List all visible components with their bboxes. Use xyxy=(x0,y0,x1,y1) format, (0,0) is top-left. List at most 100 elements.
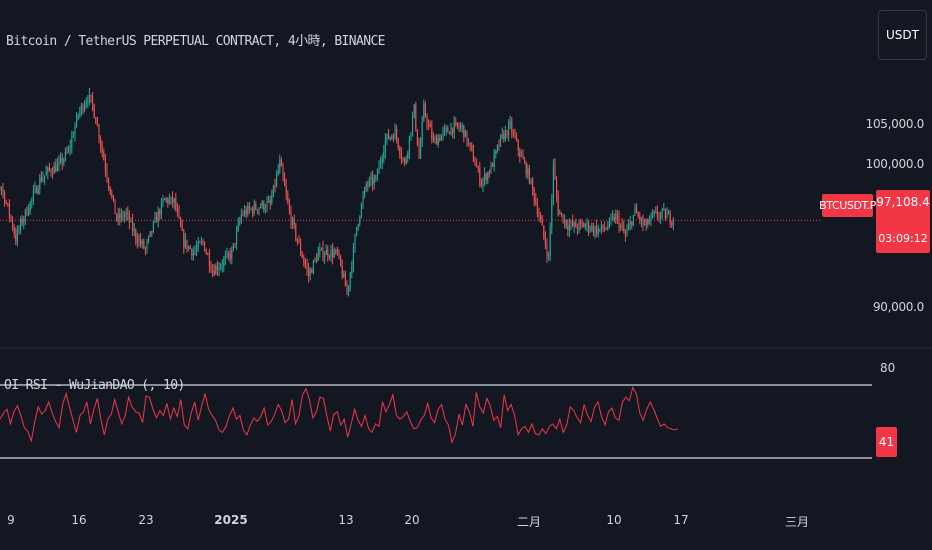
candle xyxy=(640,216,642,228)
candle xyxy=(55,158,57,173)
candle xyxy=(508,119,510,142)
x-tick-february: 二月 xyxy=(516,515,542,529)
candle xyxy=(613,213,615,223)
candle xyxy=(152,220,154,234)
candle xyxy=(192,246,194,261)
candle xyxy=(341,259,343,280)
y-tick-90000: 90,000.0 xyxy=(872,300,924,314)
candle xyxy=(16,225,18,247)
candle xyxy=(165,196,167,204)
oscillator-level-label: 80 xyxy=(880,361,896,375)
symbol-tag: BTCUSDT.P xyxy=(819,194,876,217)
candle xyxy=(130,217,132,223)
candle xyxy=(552,159,554,206)
candle xyxy=(410,131,412,142)
candle xyxy=(394,123,396,140)
candle xyxy=(37,184,39,195)
candle xyxy=(420,137,422,159)
candle xyxy=(170,196,172,205)
rsi-line xyxy=(0,386,679,444)
candle xyxy=(615,209,617,225)
candle xyxy=(63,157,65,167)
candle xyxy=(240,208,242,224)
candle xyxy=(85,97,87,109)
candle xyxy=(436,133,438,145)
candle xyxy=(309,267,311,281)
candle xyxy=(412,111,414,137)
candle xyxy=(322,240,324,262)
candle xyxy=(356,226,358,237)
candle xyxy=(428,119,430,131)
candle xyxy=(103,148,105,161)
candle xyxy=(560,212,562,218)
candle xyxy=(196,240,198,256)
candle xyxy=(375,174,377,183)
candle xyxy=(79,106,81,119)
candle xyxy=(133,222,135,237)
candle xyxy=(90,94,92,103)
currency-button[interactable]: USDT xyxy=(878,10,927,60)
x-tick-20: 20 xyxy=(404,513,420,527)
candle xyxy=(589,225,591,234)
candle xyxy=(661,207,663,220)
candle xyxy=(466,130,468,147)
candle xyxy=(194,245,196,256)
candle xyxy=(212,264,214,278)
candle xyxy=(96,116,98,127)
candle xyxy=(256,208,258,215)
candle xyxy=(637,211,639,219)
candle xyxy=(312,259,314,275)
candle xyxy=(303,254,305,267)
candle xyxy=(655,206,657,214)
oscillator-pane[interactable] xyxy=(0,384,872,459)
candle xyxy=(511,116,513,139)
candle xyxy=(575,218,577,228)
candle xyxy=(644,218,646,227)
candle xyxy=(444,123,446,137)
candle xyxy=(455,117,457,127)
candle xyxy=(368,176,370,188)
candle xyxy=(162,195,164,208)
candle xyxy=(189,244,191,250)
candle xyxy=(271,189,273,206)
candle xyxy=(344,270,346,287)
candle xyxy=(586,218,588,233)
candle xyxy=(120,208,122,223)
candle xyxy=(181,219,183,232)
candle xyxy=(647,218,649,229)
candle xyxy=(354,233,356,253)
candle xyxy=(136,232,138,249)
candle xyxy=(128,210,130,230)
candle xyxy=(421,116,423,148)
candle xyxy=(576,223,578,235)
candle xyxy=(26,206,28,216)
price-pane[interactable] xyxy=(0,87,822,297)
candle xyxy=(4,190,6,207)
candle xyxy=(125,207,127,221)
candle xyxy=(72,131,74,139)
candle xyxy=(274,178,276,193)
candle xyxy=(327,245,329,262)
candle xyxy=(287,189,289,205)
candle xyxy=(440,134,442,141)
candle xyxy=(244,204,246,217)
candle xyxy=(663,202,665,211)
candle xyxy=(668,209,670,215)
candle xyxy=(84,100,86,113)
candle xyxy=(431,120,433,144)
candle xyxy=(548,251,550,261)
candle xyxy=(602,224,604,232)
candle xyxy=(64,147,66,162)
candle xyxy=(404,157,406,167)
candle xyxy=(584,222,586,231)
candle xyxy=(80,102,82,117)
candle xyxy=(184,232,186,250)
candle xyxy=(568,218,570,238)
candle xyxy=(549,222,551,262)
candle xyxy=(464,129,466,138)
candle xyxy=(320,247,322,251)
candle xyxy=(87,94,89,108)
candle xyxy=(605,227,607,230)
candle xyxy=(487,171,489,185)
